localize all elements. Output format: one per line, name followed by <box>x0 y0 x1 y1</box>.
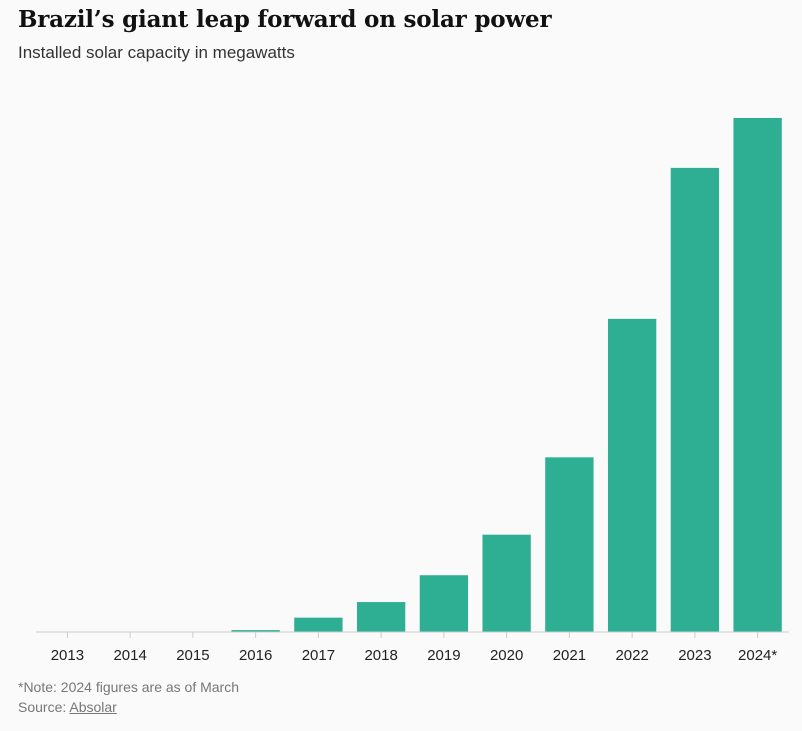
bar-2024 <box>733 117 782 633</box>
x-tick-label: 2023 <box>678 647 711 664</box>
source-prefix: Source: <box>18 699 70 715</box>
x-tick-label: 2021 <box>553 647 586 664</box>
bar-2021 <box>545 457 594 632</box>
x-tick-label: 2022 <box>615 647 648 664</box>
source-line: Source: Absolar <box>18 697 239 717</box>
x-tick-label: 2020 <box>490 647 523 664</box>
bar-group <box>43 117 782 633</box>
x-tick-label: 2019 <box>427 647 460 664</box>
bar-2016 <box>231 630 280 632</box>
chart-subtitle: Installed solar capacity in megawatts <box>18 43 295 62</box>
x-tick-label: 2024* <box>738 647 777 664</box>
x-tick-label: 2016 <box>239 647 272 664</box>
x-tick-label: 2013 <box>51 647 84 664</box>
bar-2019 <box>419 575 469 632</box>
chart-footer: *Note: 2024 figures are as of March Sour… <box>18 677 239 717</box>
bar-chart: 2013 2014 2015 2016 2017 2018 2019 2020 2021 2022… <box>36 117 789 664</box>
x-axis-ticks: 2013 2014 2015 2016 2017 2018 2019 2020 2021 2022… <box>51 632 777 664</box>
x-tick-label: 2017 <box>302 647 335 664</box>
bar-2018 <box>356 602 406 632</box>
footnote: *Note: 2024 figures are as of March <box>18 679 240 695</box>
x-tick-label: 2014 <box>113 647 146 664</box>
bar-2022 <box>607 318 657 632</box>
bar-2023 <box>670 167 720 632</box>
x-tick-label: 2018 <box>364 647 397 664</box>
source-link[interactable]: Absolar <box>69 699 117 715</box>
bar-2020 <box>482 534 531 632</box>
x-tick-label: 2015 <box>176 647 209 664</box>
chart-title: Brazil’s giant leap forward on solar pow… <box>18 6 552 33</box>
bar-2017 <box>294 617 343 632</box>
